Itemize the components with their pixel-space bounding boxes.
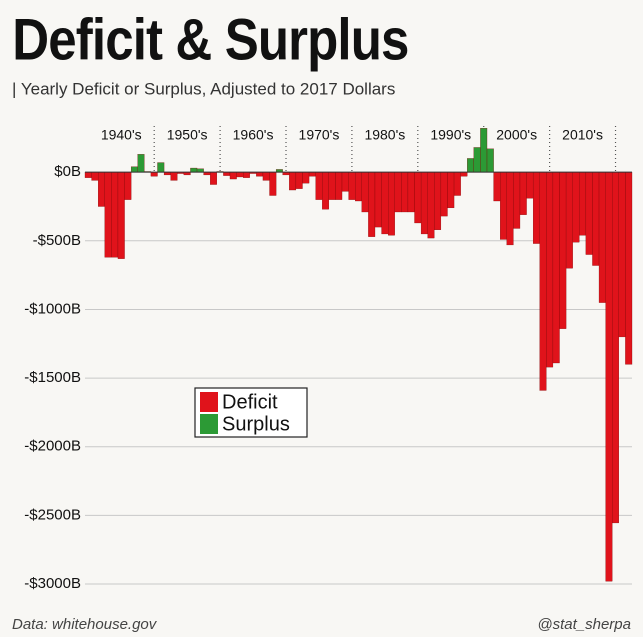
bar bbox=[210, 172, 217, 185]
bar bbox=[256, 172, 264, 177]
bar bbox=[486, 148, 494, 173]
bar bbox=[190, 167, 198, 173]
bar bbox=[460, 172, 468, 177]
legend-swatch bbox=[200, 414, 218, 434]
bar bbox=[565, 172, 573, 269]
x-tick-label: 1960's bbox=[233, 127, 274, 143]
bar bbox=[374, 172, 382, 228]
y-tick-label: -$1500B bbox=[24, 369, 81, 386]
bar bbox=[618, 172, 626, 338]
legend-label: Deficit bbox=[222, 391, 278, 413]
bar bbox=[223, 172, 231, 176]
bar bbox=[302, 172, 310, 184]
bar bbox=[440, 172, 448, 217]
bar bbox=[552, 172, 560, 364]
bar bbox=[480, 128, 488, 173]
bar bbox=[394, 172, 402, 213]
source: Data: whitehouse.gov bbox=[12, 616, 158, 633]
bar bbox=[124, 172, 132, 200]
y-tick-label: -$2500B bbox=[24, 506, 81, 523]
bar bbox=[381, 172, 389, 235]
bar bbox=[612, 172, 619, 524]
bar bbox=[388, 172, 395, 236]
bar bbox=[625, 172, 633, 365]
y-tick-label: -$2000B bbox=[24, 438, 81, 455]
legend-label: Surplus bbox=[222, 413, 290, 435]
bar bbox=[150, 172, 158, 177]
bar bbox=[361, 172, 369, 213]
bar bbox=[605, 172, 613, 582]
bar bbox=[407, 172, 415, 213]
bar bbox=[513, 172, 521, 229]
bar bbox=[579, 172, 587, 236]
bar bbox=[532, 172, 540, 244]
bar bbox=[447, 172, 455, 209]
bar bbox=[592, 172, 600, 266]
bar bbox=[157, 162, 165, 173]
bar bbox=[196, 168, 204, 173]
bar bbox=[539, 172, 547, 391]
x-tick-label: 1950's bbox=[167, 127, 208, 143]
bar bbox=[526, 172, 534, 199]
credit: @stat_sherpa bbox=[537, 616, 631, 633]
bar bbox=[335, 172, 343, 200]
bar bbox=[572, 172, 580, 243]
bar bbox=[500, 172, 507, 240]
bar bbox=[473, 147, 481, 173]
bar bbox=[341, 172, 349, 192]
x-tick-label: 1970's bbox=[299, 127, 340, 143]
bar bbox=[137, 154, 145, 173]
bar bbox=[328, 172, 336, 200]
bar bbox=[322, 172, 329, 210]
bar bbox=[493, 172, 501, 202]
x-tick-label: 1990's bbox=[430, 127, 471, 143]
bar bbox=[348, 172, 356, 200]
bar bbox=[414, 172, 422, 224]
x-tick-label: 2010's bbox=[562, 127, 603, 143]
bar bbox=[401, 172, 409, 213]
bar bbox=[546, 172, 554, 368]
bar bbox=[506, 172, 514, 246]
chart-subtitle: | Yearly Deficit or Surplus, Adjusted to… bbox=[12, 79, 395, 98]
bar bbox=[295, 172, 303, 189]
y-tick-label: $0B bbox=[54, 163, 81, 180]
bar bbox=[130, 166, 138, 173]
x-tick-label: 2000's bbox=[496, 127, 537, 143]
bar bbox=[598, 172, 606, 303]
x-tick-label: 1980's bbox=[364, 127, 405, 143]
y-tick-label: -$500B bbox=[33, 232, 81, 249]
bar bbox=[91, 172, 99, 181]
chart-title: Deficit & Surplus bbox=[12, 7, 408, 72]
bar bbox=[269, 172, 277, 196]
bar bbox=[308, 172, 316, 177]
bar bbox=[519, 172, 527, 215]
bar bbox=[84, 172, 92, 178]
bar bbox=[467, 158, 474, 173]
bar bbox=[170, 172, 178, 181]
y-tick-label: -$3000B bbox=[24, 575, 81, 592]
bar bbox=[355, 172, 362, 202]
bar bbox=[117, 172, 125, 259]
legend-swatch bbox=[200, 392, 218, 412]
bar bbox=[98, 172, 105, 207]
bar bbox=[368, 172, 376, 237]
bar bbox=[585, 172, 593, 255]
bar bbox=[243, 172, 250, 178]
bar bbox=[453, 172, 461, 196]
bar bbox=[229, 172, 237, 180]
x-tick-label: 1940's bbox=[101, 127, 142, 143]
bar bbox=[315, 172, 323, 200]
bar bbox=[289, 172, 297, 191]
bar bbox=[236, 172, 244, 178]
bar bbox=[111, 172, 119, 258]
bar bbox=[434, 172, 442, 230]
bar bbox=[427, 172, 435, 239]
bar bbox=[559, 172, 567, 329]
bar bbox=[262, 172, 270, 181]
bar bbox=[420, 172, 428, 235]
y-tick-label: -$1000B bbox=[24, 300, 81, 317]
bar bbox=[104, 172, 112, 258]
